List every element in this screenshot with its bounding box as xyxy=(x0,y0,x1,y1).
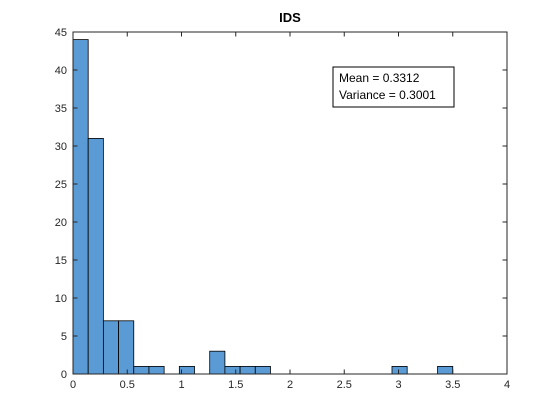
histogram-bar xyxy=(437,365,454,375)
histogram-bar xyxy=(224,365,241,375)
y-tick-label: 0 xyxy=(61,369,67,381)
y-tick-label: 30 xyxy=(55,141,67,153)
histogram-bar xyxy=(72,39,89,375)
x-tick-label: 3 xyxy=(395,379,401,391)
mean-annotation: Mean = 0.3312 xyxy=(339,71,420,85)
x-tick-label: 0.5 xyxy=(120,379,135,391)
y-tick-label: 40 xyxy=(55,65,67,77)
x-tick-label: 2.5 xyxy=(337,379,352,391)
x-tick-label: 0 xyxy=(70,379,76,391)
x-tick-label: 3.5 xyxy=(445,379,460,391)
histogram-bar xyxy=(209,350,226,375)
y-tick-label: 45 xyxy=(55,27,67,39)
histogram-bar xyxy=(133,365,150,375)
y-tick-label: 25 xyxy=(55,179,67,191)
histogram-bar xyxy=(148,365,165,375)
histogram-bar xyxy=(391,365,408,375)
histogram-bar xyxy=(118,320,135,375)
y-tick-label: 15 xyxy=(55,255,67,267)
y-tick-label: 10 xyxy=(55,293,67,305)
axes-box xyxy=(72,31,508,375)
histogram-bar xyxy=(254,365,271,375)
y-tick-label: 5 xyxy=(61,331,67,343)
y-tick-label: 35 xyxy=(55,103,67,115)
chart-title: IDS xyxy=(279,10,301,25)
x-tick-label: 1.5 xyxy=(228,379,243,391)
x-tick-label: 1 xyxy=(178,379,184,391)
x-tick-label: 2 xyxy=(287,379,293,391)
histogram-bar xyxy=(87,137,104,375)
x-tick-label: 4 xyxy=(504,379,510,391)
histogram-bar xyxy=(239,365,256,375)
y-tick-label: 20 xyxy=(55,217,67,229)
variance-annotation: Variance = 0.3001 xyxy=(339,88,436,102)
histogram-bar xyxy=(102,320,119,375)
stats-annotation-box xyxy=(332,66,455,108)
stats-annotation: Mean = 0.3312 Variance = 0.3001 xyxy=(332,66,455,108)
